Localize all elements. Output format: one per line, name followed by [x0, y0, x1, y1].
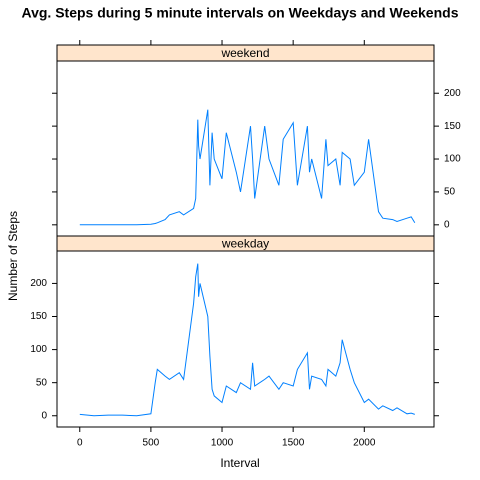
- x-tick-label: 500: [143, 438, 160, 449]
- x-tick-label: 1000: [211, 438, 234, 449]
- x-tick-label: 1500: [282, 438, 305, 449]
- line: [79, 263, 415, 417]
- y-tick-label: 50: [444, 187, 456, 198]
- y-tick-label: 150: [30, 311, 47, 322]
- strip-label: weekday: [221, 237, 269, 251]
- y-tick-label: 100: [30, 344, 47, 355]
- panel: [56, 250, 435, 428]
- y-tick-label: 200: [30, 278, 47, 289]
- line: [79, 109, 416, 226]
- x-tick-label: 0: [77, 438, 83, 449]
- y-tick-label: 0: [444, 219, 450, 230]
- y-axis-label: Number of Steps: [6, 211, 20, 301]
- strip-label: weekend: [220, 46, 269, 60]
- y-tick-label: 200: [444, 88, 461, 99]
- x-tick-label: 2000: [353, 438, 376, 449]
- y-tick-label: 150: [444, 121, 461, 132]
- y-tick-label: 0: [41, 410, 47, 421]
- y-tick-label: 50: [36, 377, 48, 388]
- y-tick-label: 100: [444, 154, 461, 165]
- x-axis-label: Interval: [220, 456, 259, 470]
- chart-title: Avg. Steps during 5 minute intervals on …: [22, 5, 459, 21]
